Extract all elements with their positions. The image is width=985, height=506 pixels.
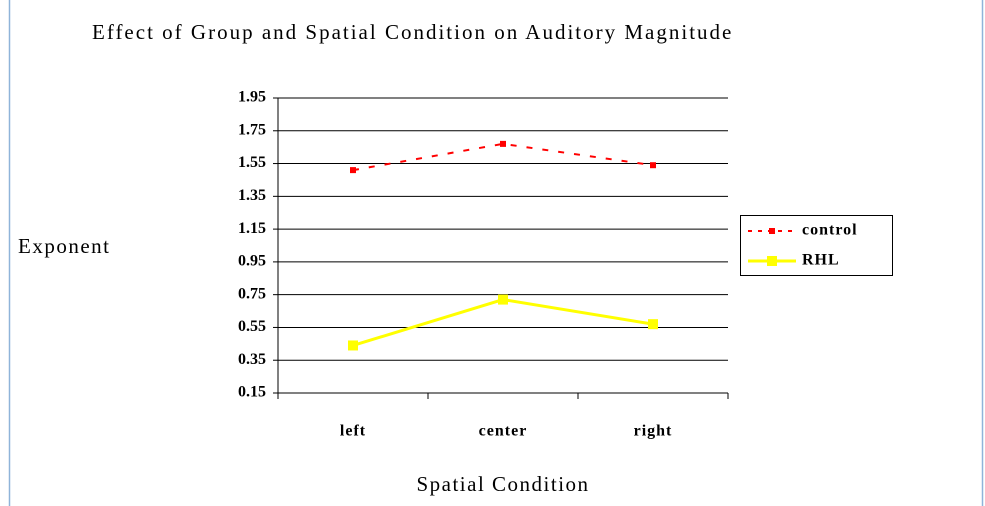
point-marker: [350, 167, 356, 174]
y-tick-label: 0.75: [238, 285, 266, 302]
frame: [8, 0, 984, 506]
y-tick-label: 0.55: [238, 318, 266, 335]
x-axis-title: Spatial Condition: [416, 472, 589, 496]
chart-title: Effect of Group and Spatial Condition on…: [92, 20, 733, 44]
legend-label: RHL: [802, 252, 840, 269]
point-marker: [500, 140, 506, 147]
y-axis-title: Exponent: [18, 234, 110, 258]
y-tick-label: 1.75: [238, 121, 266, 138]
legend-marker: [767, 256, 777, 266]
point-marker: [650, 162, 656, 169]
y-tick-label: 1.35: [238, 187, 266, 204]
point-marker: [648, 319, 658, 330]
y-tick-label: 1.15: [238, 220, 266, 237]
y-tick-label: 0.15: [238, 384, 266, 401]
point-marker: [498, 294, 508, 305]
y-tick-label: 1.95: [238, 89, 266, 106]
y-tick-label: 1.55: [238, 154, 266, 171]
point-marker: [348, 340, 358, 351]
x-tick-label: right: [634, 423, 673, 440]
series-line: [352, 142, 654, 172]
series-line: [352, 298, 654, 347]
x-tick-label: left: [340, 423, 366, 440]
x-tick-label: center: [479, 423, 528, 440]
legend-marker: [769, 228, 775, 234]
y-tick-label: 0.95: [238, 253, 266, 270]
legend-label: control: [802, 222, 858, 239]
y-tick-label: 0.35: [238, 351, 266, 368]
legend-box: [740, 215, 893, 276]
